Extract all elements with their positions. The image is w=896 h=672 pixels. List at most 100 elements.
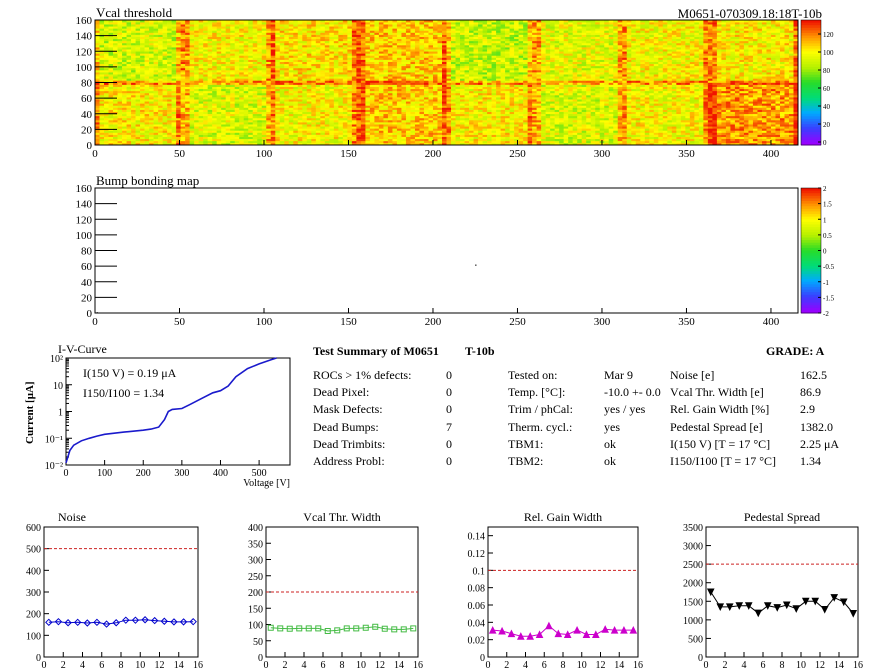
threshold-cell (428, 78, 434, 81)
threshold-cell (405, 88, 411, 92)
threshold-cell (113, 126, 118, 129)
threshold-cell (451, 109, 456, 112)
threshold-cell (707, 132, 713, 135)
threshold-cell (527, 124, 533, 127)
threshold-cell (423, 80, 429, 83)
threshold-cell (599, 78, 605, 81)
threshold-cell (225, 111, 231, 115)
threshold-cell (360, 78, 366, 81)
threshold-cell (378, 124, 384, 127)
threshold-cell (257, 122, 263, 125)
threshold-cell (306, 138, 312, 142)
threshold-cell (234, 90, 240, 94)
threshold-cell (658, 130, 664, 133)
threshold-cell (568, 138, 573, 142)
threshold-cell (613, 111, 619, 115)
threshold-cell (658, 84, 664, 87)
threshold-cell (455, 120, 461, 123)
threshold-cell (550, 99, 555, 102)
threshold-cell (405, 117, 411, 121)
threshold-cell (617, 136, 623, 140)
threshold-cell (158, 99, 163, 102)
threshold-cell (203, 88, 208, 92)
threshold-cell (167, 103, 172, 106)
threshold-cell (369, 105, 375, 108)
threshold-cell (784, 95, 790, 98)
threshold-cell (423, 113, 429, 117)
threshold-cell (329, 142, 335, 146)
threshold-cell (770, 103, 776, 106)
threshold-cell (514, 142, 519, 146)
threshold-cell (545, 97, 551, 100)
threshold-cell (757, 82, 763, 85)
threshold-cell (221, 99, 226, 102)
threshold-cell (194, 97, 199, 100)
threshold-cell (775, 101, 781, 104)
threshold-cell (333, 138, 339, 142)
threshold-cell (207, 103, 213, 106)
threshold-cell (405, 107, 411, 110)
threshold-cell (572, 107, 578, 110)
threshold-cell (559, 136, 564, 140)
threshold-cell (770, 99, 776, 102)
threshold-cell (104, 117, 109, 121)
threshold-cell (568, 140, 573, 144)
threshold-cell (144, 126, 150, 129)
threshold-cell (333, 142, 339, 146)
threshold-cell (590, 105, 596, 108)
threshold-cell (514, 117, 519, 121)
threshold-cell (514, 128, 519, 131)
threshold-cell (694, 134, 700, 137)
threshold-cell (392, 134, 398, 137)
threshold-cell (784, 88, 790, 92)
threshold-cell (144, 120, 150, 123)
threshold-cell (671, 107, 677, 110)
threshold-cell (297, 88, 303, 92)
threshold-cell (194, 109, 199, 112)
threshold-cell (338, 138, 344, 142)
threshold-cell (581, 86, 587, 90)
threshold-cell (135, 142, 141, 146)
threshold-cell (338, 86, 344, 90)
threshold-cell (680, 82, 686, 85)
threshold-cell (644, 142, 650, 146)
threshold-cell (423, 126, 429, 129)
threshold-cell (194, 128, 199, 131)
threshold-cell (396, 134, 402, 137)
threshold-cell (171, 132, 177, 135)
threshold-cell (333, 105, 339, 108)
threshold-cell (613, 128, 619, 131)
threshold-cell (491, 130, 497, 133)
threshold-cell (329, 109, 335, 112)
threshold-cell (356, 124, 362, 127)
threshold-cell (694, 136, 700, 140)
threshold-cell (482, 115, 488, 119)
threshold-cell (257, 95, 263, 98)
threshold-cell (743, 122, 749, 125)
threshold-cell (239, 80, 245, 83)
threshold-cell (270, 88, 276, 92)
threshold-cell (752, 140, 758, 144)
threshold-cell (131, 142, 136, 146)
threshold-cell (131, 126, 136, 129)
threshold-cell (288, 109, 294, 112)
threshold-cell (369, 124, 375, 127)
threshold-cell (541, 107, 546, 110)
threshold-cell (793, 111, 799, 115)
threshold-cell (788, 115, 794, 119)
threshold-cell (725, 113, 731, 117)
threshold-cell (266, 92, 272, 96)
threshold-cell (482, 107, 488, 110)
threshold-cell (536, 122, 542, 125)
threshold-cell (239, 88, 245, 92)
threshold-cell (779, 111, 785, 115)
threshold-cell (212, 84, 217, 87)
threshold-cell (401, 86, 407, 90)
threshold-cell (405, 120, 411, 123)
threshold-cell (392, 90, 398, 94)
threshold-cell (275, 105, 281, 108)
threshold-cell (293, 134, 299, 137)
threshold-cell (248, 136, 254, 140)
threshold-cell (153, 99, 159, 102)
threshold-cell (752, 88, 758, 92)
